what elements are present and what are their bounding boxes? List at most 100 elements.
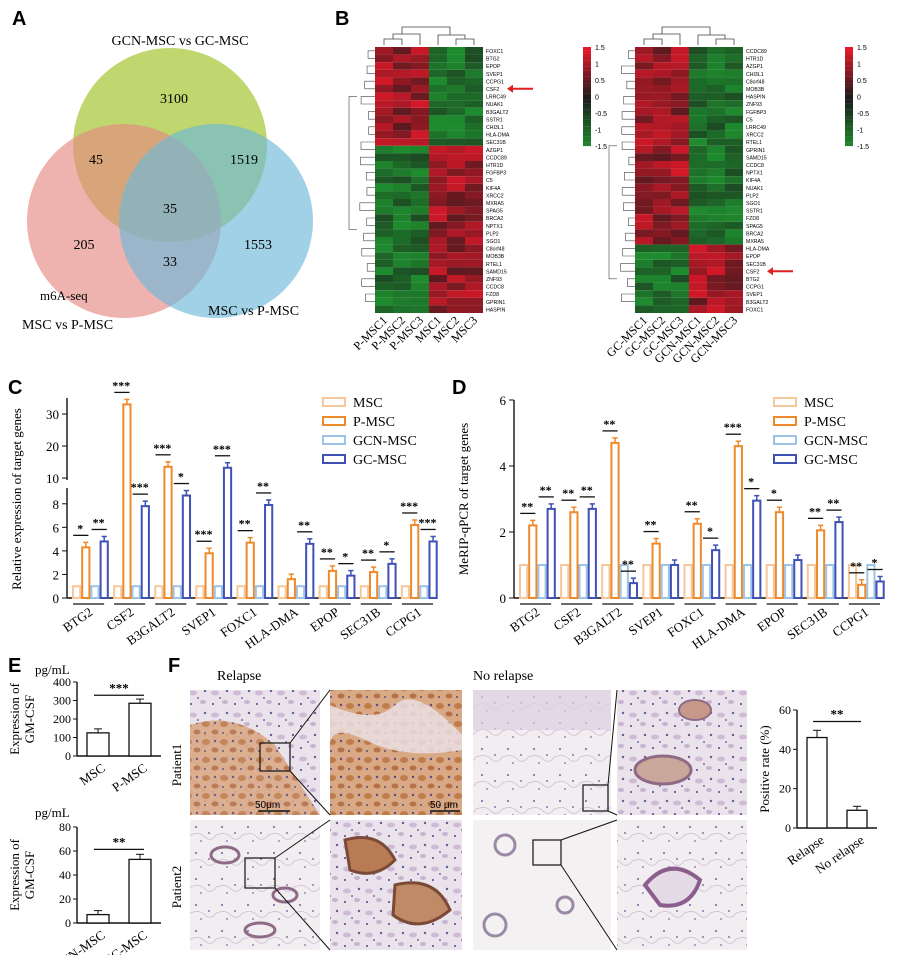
heatmap-gene-label: BTG2 [746,277,760,283]
significance-mark: ** [603,417,615,431]
heatmap-cell [653,206,671,215]
heatmap-cell [393,191,411,199]
scale-swatch [583,66,591,71]
scale-swatch [583,113,591,117]
bar-gcn-msc [90,585,100,600]
heatmap-cell [429,290,447,298]
heatmap-gene-label: FOXC1 [486,49,503,55]
heatmap-cell [429,100,447,108]
heatmap-cell [465,259,483,268]
heatmap-cell [393,244,411,253]
bar-gc-msc [669,564,680,599]
heatmap-cell [411,85,429,93]
significance-mark: * [871,556,877,570]
heatmap-gene-label: NUAK1 [486,102,503,108]
heatmap-cell [465,237,483,245]
heatmap-cell [653,138,671,146]
heatmap-cell [375,183,393,192]
heatmap-gene-label: B3GALT2 [486,110,509,116]
heatmap-cell [707,221,725,230]
bar-gc-msc [387,562,397,600]
heatmap-cell [465,297,483,306]
heatmap-gene-label: ZNF93 [746,102,762,108]
scale-tick: 0.5 [857,78,867,85]
row-label-patient1: Patient1 [169,744,184,787]
heatmap-cell [671,115,689,123]
heatmap-cell [653,153,671,161]
heatmap-cell [411,123,429,131]
heatmap-cell [411,92,429,101]
bar-gcn-msc [578,564,588,599]
scale-swatch [583,136,591,140]
right-row-dendrogram [608,50,635,302]
heatmap-gene-label: PLP2 [746,193,759,199]
heatmap-cell [671,237,689,245]
heatmap-cell [725,206,743,215]
heatmap-cell [725,130,743,139]
bar-msc [113,585,123,600]
legend-label: GC-MSC [353,453,407,468]
heatmap-cell [653,123,671,131]
heatmap-cell [393,153,411,161]
scale-swatch [845,76,853,81]
heatmap-cell [671,229,689,237]
heatmap-cell [707,259,725,268]
heatmap-cell [635,206,653,215]
heatmap-cell [671,191,689,199]
heatmap-cell [429,282,447,291]
image-p1-relapse-low [190,690,320,815]
heatmap-cell [653,305,671,313]
right-col-dendrogram [643,26,735,45]
heatmap-cell [447,183,465,192]
bar-msc [400,585,411,600]
bar-gcn-msc [337,585,347,600]
significance-mark: ** [321,545,333,559]
significance-mark: *** [418,515,436,529]
significance-mark: * [77,521,83,535]
heatmap-cell [375,77,393,85]
x-tick-label: SVEP1 [179,604,219,638]
scale-swatch [845,73,853,77]
y-axis-title: Positive rate (%) [757,725,772,812]
heatmap-cell [635,183,653,192]
scale-swatch [583,109,591,114]
heatmap-cell [653,176,671,184]
heatmap-cell [689,267,707,275]
heatmap-cell [689,214,707,222]
heatmap-cell [689,176,707,184]
heatmap-cell [447,259,465,268]
heatmap-cell [393,183,411,192]
heatmap-gene-label: B3GALT2 [746,300,769,306]
bar-gc-msc [305,542,315,599]
heatmap-cell [671,275,689,283]
heatmap-cell [447,85,465,93]
heatmap-cell [465,252,483,260]
x-tick-label: CSF2 [104,604,137,633]
heatmap-cell [635,54,653,63]
heatmap-cell [465,47,483,55]
heatmap-cell [465,305,483,313]
scale-swatch [845,142,853,147]
x-tick-label: BTG2 [60,604,95,635]
bar-gc-msc [264,503,274,599]
heatmap-cell [671,183,689,192]
heatmap-cell [635,267,653,275]
heatmap-cell [411,206,429,215]
heatmap-cell [429,47,447,55]
heatmap-cell [411,115,429,123]
heatmap-gene-label: LRRC49 [486,95,506,101]
heatmap-cell [689,305,707,313]
heatmap-cell [411,183,429,192]
heatmap-cell [707,69,725,78]
bar-gcn-msc [419,585,429,600]
scale-tick: 0 [857,95,861,102]
heatmap-cell [429,199,447,207]
heatmap-cell [725,199,743,207]
bar-msc [277,585,287,600]
heatmap-cell [653,275,671,283]
heatmap-cell [411,275,429,283]
y-tick-label: 300 [53,694,71,708]
bar-gcn-msc [742,564,753,599]
bar-p-msc [610,441,620,600]
significance-mark: ** [831,707,844,722]
